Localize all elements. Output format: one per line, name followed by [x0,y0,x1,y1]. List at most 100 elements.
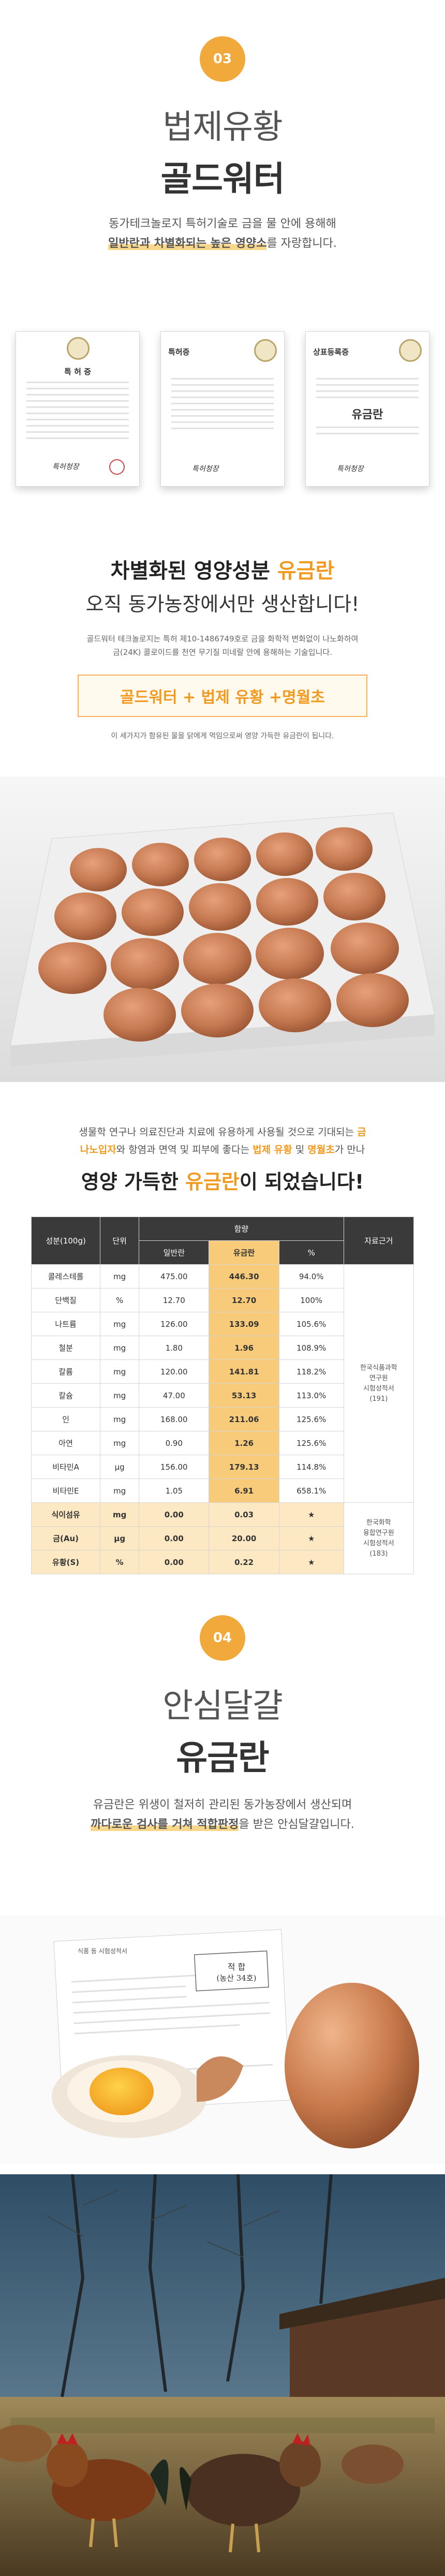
report-stamp-line1: 적 합 [227,1962,246,1972]
cell-yugeum: 20.00 [209,1526,279,1550]
headline-black: 차별화된 영양성분 [110,559,270,583]
research-text-b: 와 항염과 면역 및 피부에 좋다는 [116,1144,250,1155]
source-line: 시험성적서 [363,1539,394,1547]
source-line: 한국화학 [366,1518,391,1527]
cell-normal: 0.00 [139,1502,210,1527]
section-title-thin: 법제유황 [162,108,283,147]
cell-component: 단백질 [31,1288,101,1312]
research-hl-herb: 명월초 [307,1144,335,1155]
headline-orange: 유금란 [277,559,335,583]
research-hl-nano: 나노입자 [80,1144,116,1155]
nutrition-body-line2: 금(24K) 콜로이드를 천연 무기질 미네랄 안에 용해하는 기술입니다. [113,648,332,657]
cell-unit: μg [100,1526,140,1550]
cell-component: 유황(S) [31,1550,101,1574]
cell-normal: 1.80 [139,1336,210,1360]
certificate-signature: 특허청장 [52,463,79,471]
cell-percent: 105.6% [278,1312,344,1336]
research-hl-sulfur: 법제 유황 [253,1144,292,1155]
cell-yugeum: 179.13 [209,1455,279,1479]
gold-seal-icon [399,339,422,362]
table-row: 철분 mg 1.80 1.96 108.9% [31,1336,414,1360]
headline-a: 영양 가득한 [81,1170,179,1193]
cell-component: 비타민E [31,1479,101,1503]
cell-percent: ★ [278,1526,344,1550]
table-row: 콜레스테롤 mg 475.00 446.30 94.0% 한국식품과학 연구원 시험성적서 (1… [31,1264,414,1503]
cell-unit: % [100,1288,140,1312]
nutrition-intro: 차별화된 영양성분 유금란 오직 동가농장에서만 생산합니다! 골드워터 테크놀… [0,554,445,741]
cell-normal: 120.00 [139,1359,210,1384]
headline-b: 유금란 [185,1170,240,1193]
section-04-header: 04 안심달걀 유금란 유금란은 위생이 철저히 관리된 동가농장에서 생산되며… [0,1615,445,1835]
cell-normal: 156.00 [139,1455,210,1479]
section-title-thin: 안심달걀 [162,1687,283,1725]
cell-unit: % [100,1550,140,1574]
nutrition-note: 이 세가지가 함유된 물을 닭에게 먹임으로써 영양 가득한 유금란이 됩니다. [111,732,334,740]
patent-certificate-2: 특허증 특허청장 [160,331,285,487]
cell-yugeum: 6.91 [209,1479,279,1503]
report-stamp-line2: (농산 34호) [216,1973,257,1983]
certificate-title: 특 허 증 [64,367,91,376]
table-row: 나트륨 mg 126.00 133.09 105.6% [31,1312,414,1336]
table-row-highlight: 금(Au) μg 0.00 20.00 ★ [31,1526,414,1550]
cell-normal: 12.70 [139,1288,210,1312]
report-title: 식품 등 시험성적서 [78,1948,127,1955]
source-line: 시험성적서 [363,1384,394,1393]
header-percent: % [278,1240,344,1265]
nutrition-table: 성분(100g) 단위 함량 자료근거 일반란 유금란 % 콜레스테롤 mg 475… [31,1217,414,1574]
cell-yugeum: 1.96 [209,1336,279,1360]
cell-component: 철분 [31,1336,101,1360]
free-range-chickens-photo [0,2174,445,2576]
section-03-header: 03 법제유황 골드워터 동가테크놀로지 특허기술로 금을 물 안에 용해해 일… [0,36,445,254]
certificate-title: 특허증 [168,347,190,357]
cell-unit: mg [100,1383,140,1408]
highlight-text: 까다로운 검사를 거쳐 적합판정 [91,1818,239,1831]
section-desc-line1: 동가테크놀로지 특허기술로 금을 물 안에 용해해 [109,217,336,230]
source-line: 연구원 [369,1374,388,1382]
cell-percent: 658.1% [278,1479,344,1503]
cell-percent: 125.6% [278,1431,344,1455]
headline-c: 이 되었습니다! [239,1170,364,1193]
section-desc-line2: 까다로운 검사를 거쳐 적합판정을 받은 안심달걀입니다. [0,1815,445,1835]
egg-tray-photo [0,777,445,1082]
cell-component: 칼륨 [31,1359,101,1384]
cell-yugeum: 211.06 [209,1407,279,1431]
table-row-highlight: 식이섬유 mg 0.00 0.03 ★ 한국화학 융합연구원 시험성적서 (183) [31,1502,414,1574]
nutrition-table-wrap: 성분(100g) 단위 함량 자료근거 일반란 유금란 % 콜레스테롤 mg 475… [0,1217,445,1574]
cell-component: 나트륨 [31,1312,101,1336]
cell-percent: 94.0% [278,1264,344,1289]
certificate-row: 특 허 증 특허청장 특허증 특허청장 상표등록증 유금란 [0,331,445,487]
cell-percent: 108.9% [278,1336,344,1360]
research-text-d: 가 만나 [334,1144,365,1155]
cell-yugeum: 53.13 [209,1383,279,1408]
cell-component: 콜레스테롤 [31,1264,101,1289]
cell-yugeum: 446.30 [209,1264,279,1289]
cell-component: 인 [31,1407,101,1431]
cell-normal: 1.05 [139,1479,210,1503]
trademark-certificate: 상표등록증 유금란 특허청장 [305,331,429,487]
section-title-bold: 골드워터 [160,159,285,199]
section-desc-line1: 유금란은 위생이 철저히 관리된 동가농장에서 생산되며 [93,1798,352,1811]
cell-component: 식이섬유 [31,1502,101,1527]
source-line: (183) [369,1549,388,1558]
research-text: 생물학 연구나 의료진단과 치료에 유용하게 사용될 것으로 기대되는 금 나노… [0,1123,445,1194]
certificate-signature: 특허청장 [192,465,219,473]
cell-component: 칼슘 [31,1383,101,1408]
research-text-a: 생물학 연구나 의료진단과 치료에 유용하게 사용될 것으로 기대되는 [79,1126,354,1138]
header-source: 자료근거 [343,1217,414,1265]
cell-percent: 118.2% [278,1359,344,1384]
cell-normal: 475.00 [139,1264,210,1289]
red-stamp-icon [109,459,125,475]
table-row: 칼륨 mg 120.00 141.81 118.2% [31,1359,414,1384]
research-line2: 나노입자와 항염과 면역 및 피부에 좋다는 법제 유황 및 명월초가 만나 [0,1141,445,1159]
table-row: 인 mg 168.00 211.06 125.6% [31,1407,414,1431]
cell-unit: mg [100,1264,140,1289]
cell-unit: μg [100,1455,140,1479]
cell-percent: 113.0% [278,1383,344,1408]
section-title-bold: 유금란 [176,1738,269,1778]
cell-yugeum: 0.22 [209,1550,279,1574]
header-normal-egg: 일반란 [139,1240,210,1265]
source-line: 융합연구원 [363,1529,394,1537]
cell-unit: mg [100,1407,140,1431]
